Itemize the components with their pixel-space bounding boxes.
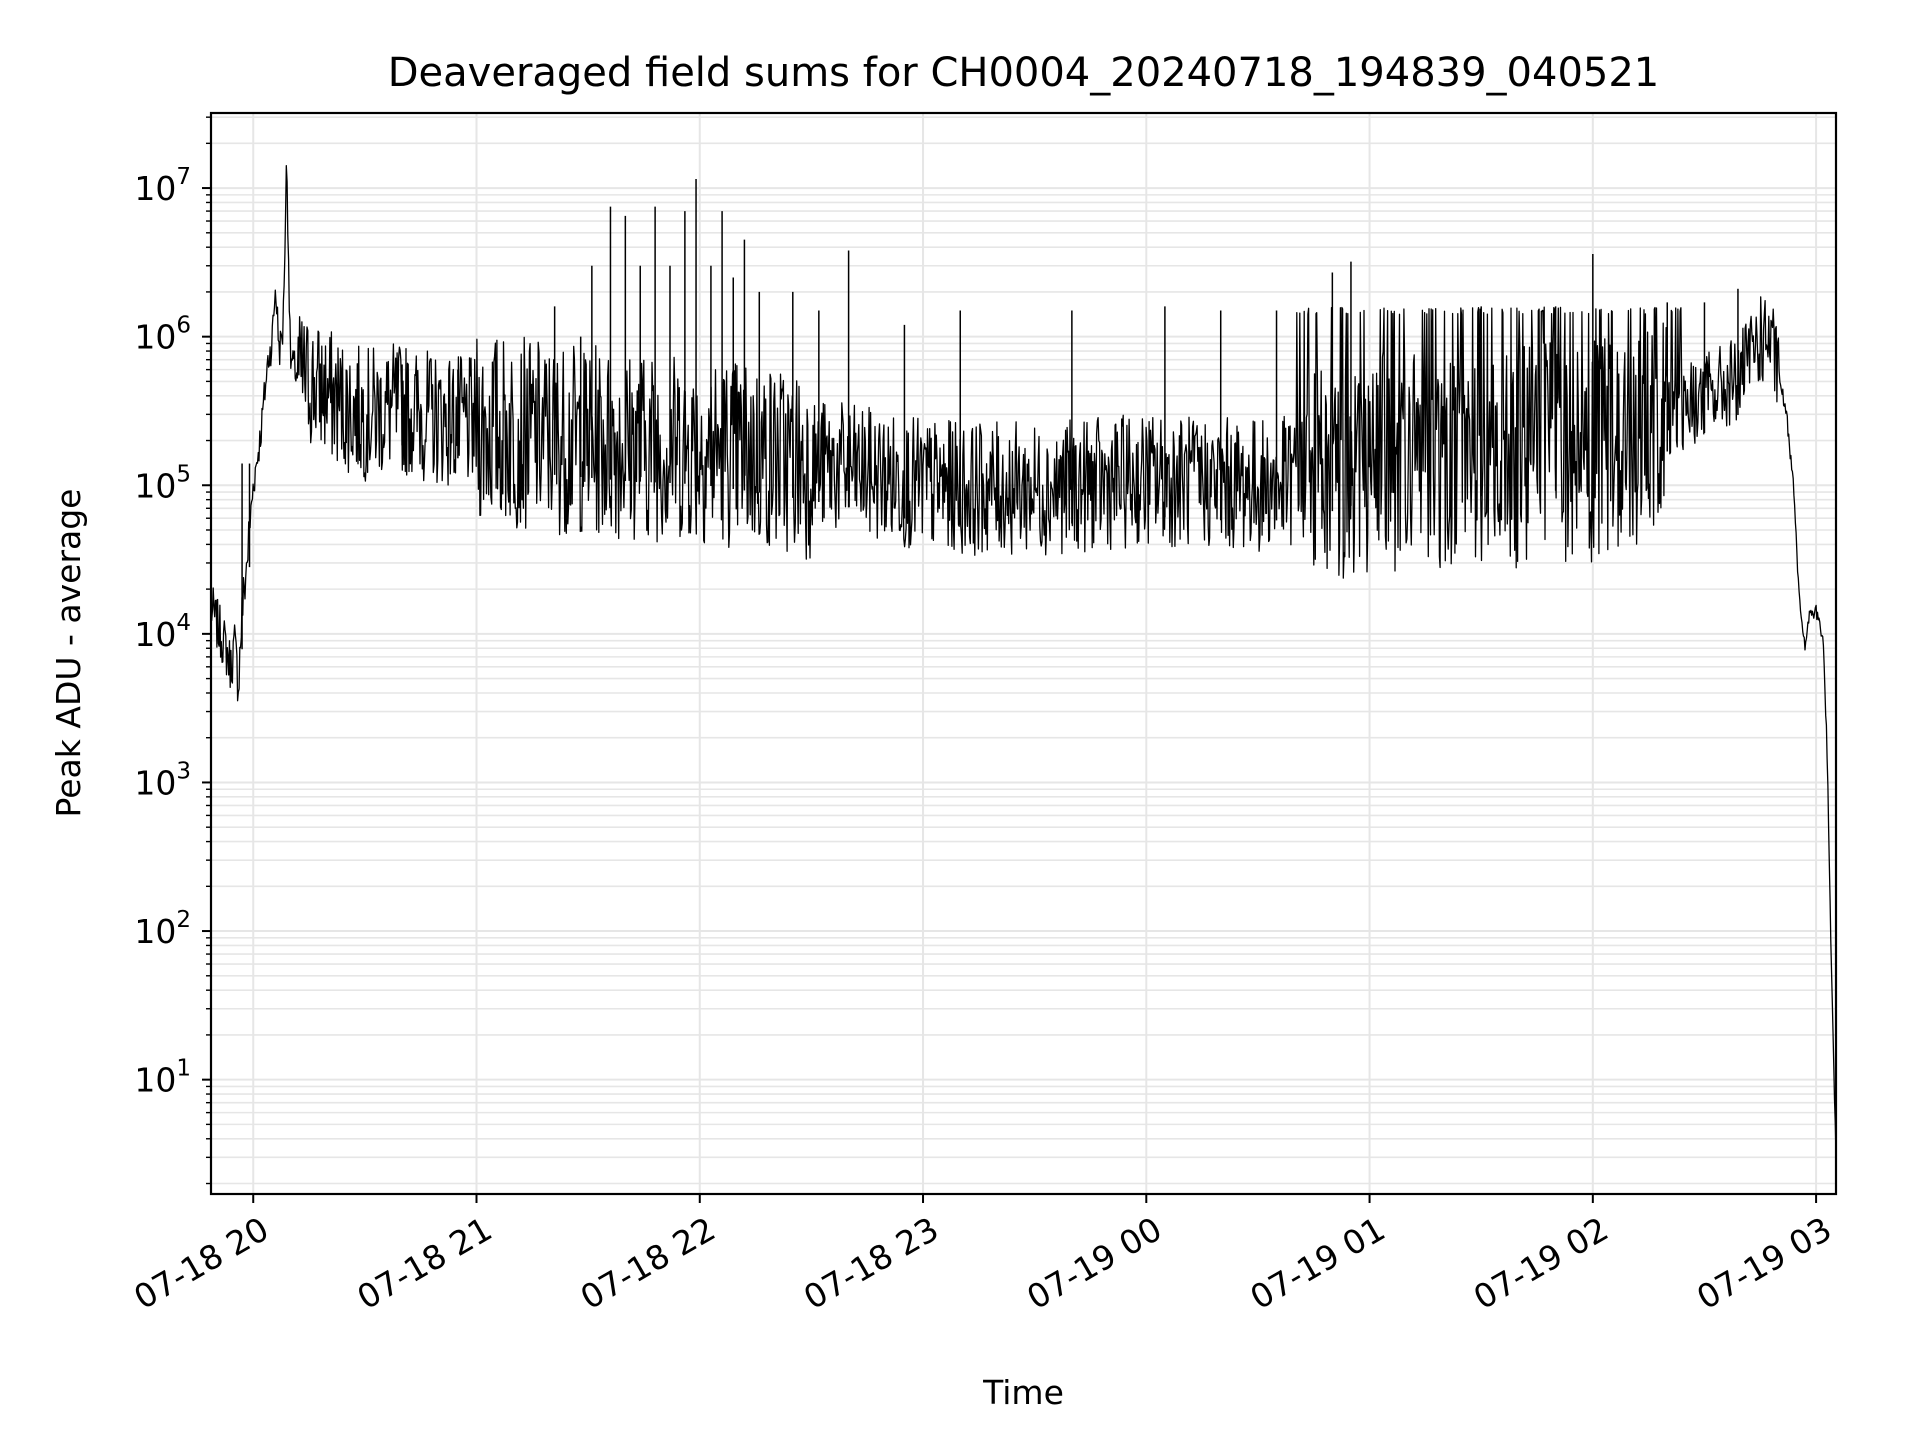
series-line bbox=[210, 165, 1837, 1157]
grid bbox=[211, 113, 1836, 1194]
series-layer bbox=[210, 165, 1837, 1157]
y-axis-label: Peak ADU - average bbox=[49, 489, 88, 818]
y-tick-label: 105 bbox=[134, 461, 191, 505]
y-tick-label: 103 bbox=[134, 758, 191, 802]
x-axis-label: Time bbox=[982, 1373, 1064, 1412]
y-tick-label: 106 bbox=[134, 313, 191, 357]
plot-frame bbox=[209, 111, 1838, 1196]
y-tick-label: 101 bbox=[134, 1056, 191, 1100]
y-tick-label: 104 bbox=[134, 610, 191, 654]
y-tick-label: 102 bbox=[134, 907, 191, 951]
y-tick-label: 107 bbox=[134, 164, 191, 208]
chart-title: Deaveraged field sums for CH0004_2024071… bbox=[388, 50, 1660, 96]
